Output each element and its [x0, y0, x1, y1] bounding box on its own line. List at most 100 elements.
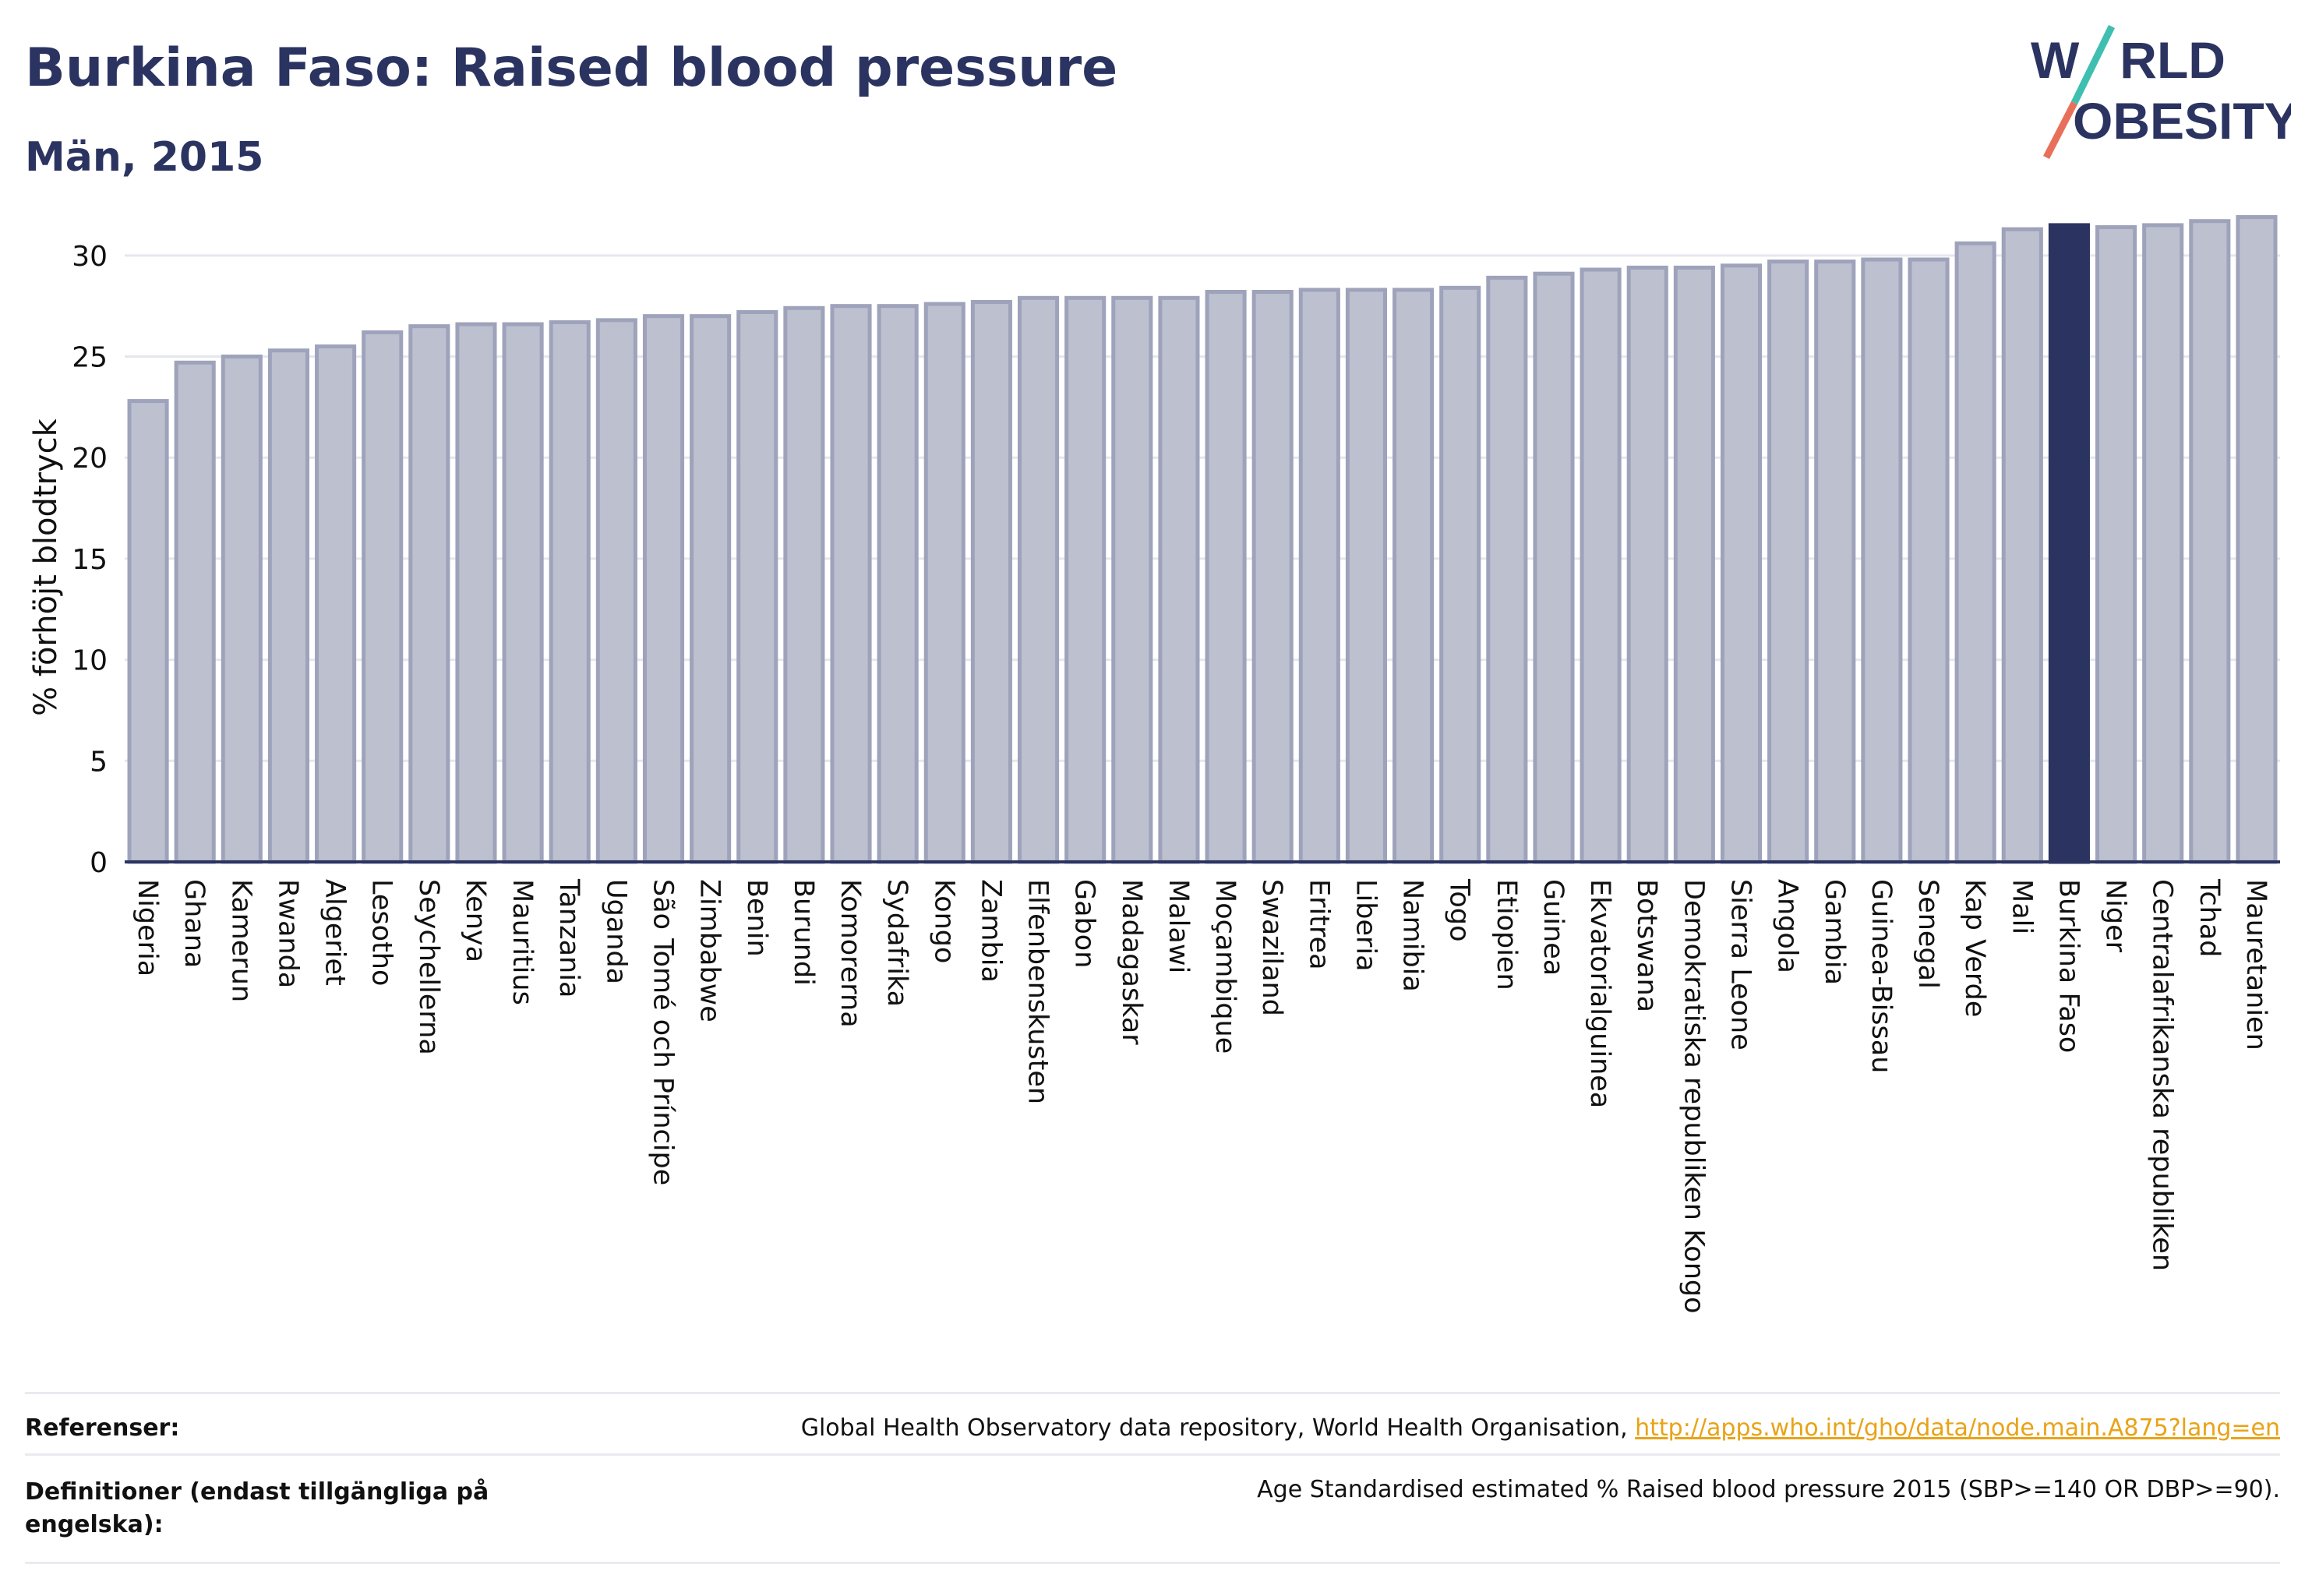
- x-tick-label: Angola: [1772, 879, 1803, 973]
- bar: [455, 322, 497, 864]
- x-tick-label: Moçambique: [1209, 879, 1241, 1054]
- x-tick-label: Swaziland: [1256, 879, 1287, 1016]
- x-tick-label: Rwanda: [272, 879, 303, 988]
- x-tick-labels: Nigeria Ghana Kamerun Rwanda Algeriet Lesotho…: [132, 878, 2271, 1314]
- y-tick-label: 0: [90, 847, 108, 879]
- bar: [1017, 295, 1060, 864]
- bar: [502, 322, 544, 864]
- references-row: Referenser: Global Health Observatory da…: [25, 1392, 2280, 1453]
- x-tick-label: Madagaskar: [1116, 879, 1147, 1045]
- x-tick-label: Sierra Leone: [1725, 879, 1756, 1050]
- x-tick-label: Gabon: [1069, 879, 1100, 968]
- bar: [1064, 295, 1107, 864]
- y-tick-label: 25: [72, 342, 108, 374]
- x-tick-label: Seychellerna: [413, 879, 444, 1055]
- y-tick-label: 5: [90, 746, 108, 778]
- x-tick-label: Benin: [741, 879, 772, 957]
- logo-text-world: W RLD: [2031, 31, 2226, 89]
- bar: [315, 344, 357, 864]
- chart-title: Burkina Faso: Raised blood pressure: [25, 37, 1118, 99]
- bar: [1673, 265, 1715, 864]
- bar: [1345, 288, 1388, 864]
- bar: [2001, 227, 2043, 864]
- x-tick-label: Namibia: [1397, 879, 1428, 992]
- bar: [1393, 288, 1435, 864]
- bar: [595, 318, 637, 864]
- y-tick-label: 20: [72, 443, 108, 475]
- bar: [690, 314, 732, 864]
- x-tick-label: Tanzania: [553, 878, 584, 998]
- bar: [642, 314, 685, 864]
- bar: [830, 304, 872, 864]
- x-tick-label: Botswana: [1631, 879, 1662, 1012]
- x-tick-label: Mauretanien: [2240, 879, 2271, 1050]
- bar: [1861, 257, 1903, 864]
- bar: [2142, 223, 2184, 864]
- bar: [1158, 295, 1200, 864]
- world-obesity-logo: W RLD OBESITY: [2031, 25, 2291, 160]
- bar: [877, 304, 919, 864]
- bar: [970, 299, 1012, 864]
- x-tick-label: Uganda: [600, 879, 631, 984]
- bar: [1626, 265, 1668, 864]
- references-link[interactable]: http://apps.who.int/gho/data/node.main.A…: [1635, 1414, 2280, 1442]
- bar: [408, 324, 450, 864]
- x-tick-label: Zambia: [975, 879, 1006, 983]
- x-tick-label: Sydafrika: [881, 879, 912, 1007]
- x-tick-label: Guinea-Bissau: [1866, 879, 1897, 1073]
- bar: [174, 360, 216, 864]
- bar: [2095, 225, 2137, 864]
- bar: [1954, 241, 1996, 864]
- bar: [1251, 290, 1294, 864]
- bar: [362, 330, 404, 864]
- x-tick-label: Kenya: [460, 879, 491, 962]
- bar: [1439, 285, 1481, 864]
- bar: [1580, 267, 1622, 864]
- bar: [1205, 290, 1247, 864]
- bar: [2189, 219, 2231, 864]
- bar: [923, 302, 965, 864]
- bar: [783, 305, 825, 864]
- x-tick-label: Centralafrikanska republiken: [2147, 879, 2178, 1271]
- bar: [549, 320, 591, 864]
- x-tick-label: Elfenbenskusten: [1022, 879, 1054, 1104]
- y-axis-label: % förhöjt blodtryck: [28, 418, 64, 716]
- bar: [1533, 271, 1575, 864]
- x-tick-label: Algeriet: [319, 879, 351, 986]
- x-tick-label: Etiopien: [1491, 879, 1522, 990]
- x-tick-label: Togo: [1444, 878, 1475, 941]
- x-tick-label: Burkina Faso: [2053, 879, 2084, 1053]
- bar-chart: 0 5 10 15 20 25 30 Nigeria Ghana Kamerun Rwanda Al…: [28, 215, 2280, 1314]
- x-tick-label: Nigeria: [132, 879, 163, 976]
- definitions-value: Age Standardised estimated % Raised bloo…: [1257, 1476, 2280, 1503]
- x-tick-label: Kap Verde: [1959, 879, 1990, 1017]
- y-tick-label: 10: [72, 645, 108, 677]
- x-tick-label: Burundi: [788, 879, 819, 986]
- x-tick-label: Kamerun: [225, 879, 256, 1002]
- x-tick-label: Mali: [2006, 879, 2037, 934]
- x-tick-label: Eritrea: [1303, 879, 1334, 970]
- bar: [127, 399, 169, 864]
- references-value: Global Health Observatory data repositor…: [801, 1414, 2280, 1442]
- x-tick-label: Niger: [2100, 879, 2131, 953]
- footer: Referenser: Global Health Observatory da…: [25, 1392, 2280, 1564]
- logo-slash-teal: [2070, 25, 2116, 104]
- y-tick-labels: 0 5 10 15 20 25 30: [72, 241, 108, 879]
- x-tick-label: Gambia: [1819, 879, 1850, 985]
- bar: [1720, 263, 1763, 864]
- bars: [127, 215, 2278, 864]
- y-tick-label: 30: [72, 241, 108, 273]
- bar: [1908, 257, 1950, 864]
- bar: [2236, 215, 2278, 864]
- x-tick-label: Ghana: [178, 879, 210, 968]
- definitions-row: Definitioner (endast tillgängliga på eng…: [25, 1453, 2280, 1564]
- bar: [1814, 260, 1856, 864]
- x-tick-label: Tchad: [2194, 878, 2225, 958]
- bar: [1298, 288, 1340, 864]
- x-tick-label: Malawi: [1163, 879, 1194, 973]
- x-tick-label: Komorerna: [835, 879, 866, 1028]
- x-tick-label: Demokratiska republiken Kongo: [1678, 879, 1709, 1314]
- y-tick-label: 15: [72, 544, 108, 576]
- x-tick-label: Mauritius: [507, 879, 538, 1005]
- x-tick-label: Liberia: [1350, 879, 1381, 972]
